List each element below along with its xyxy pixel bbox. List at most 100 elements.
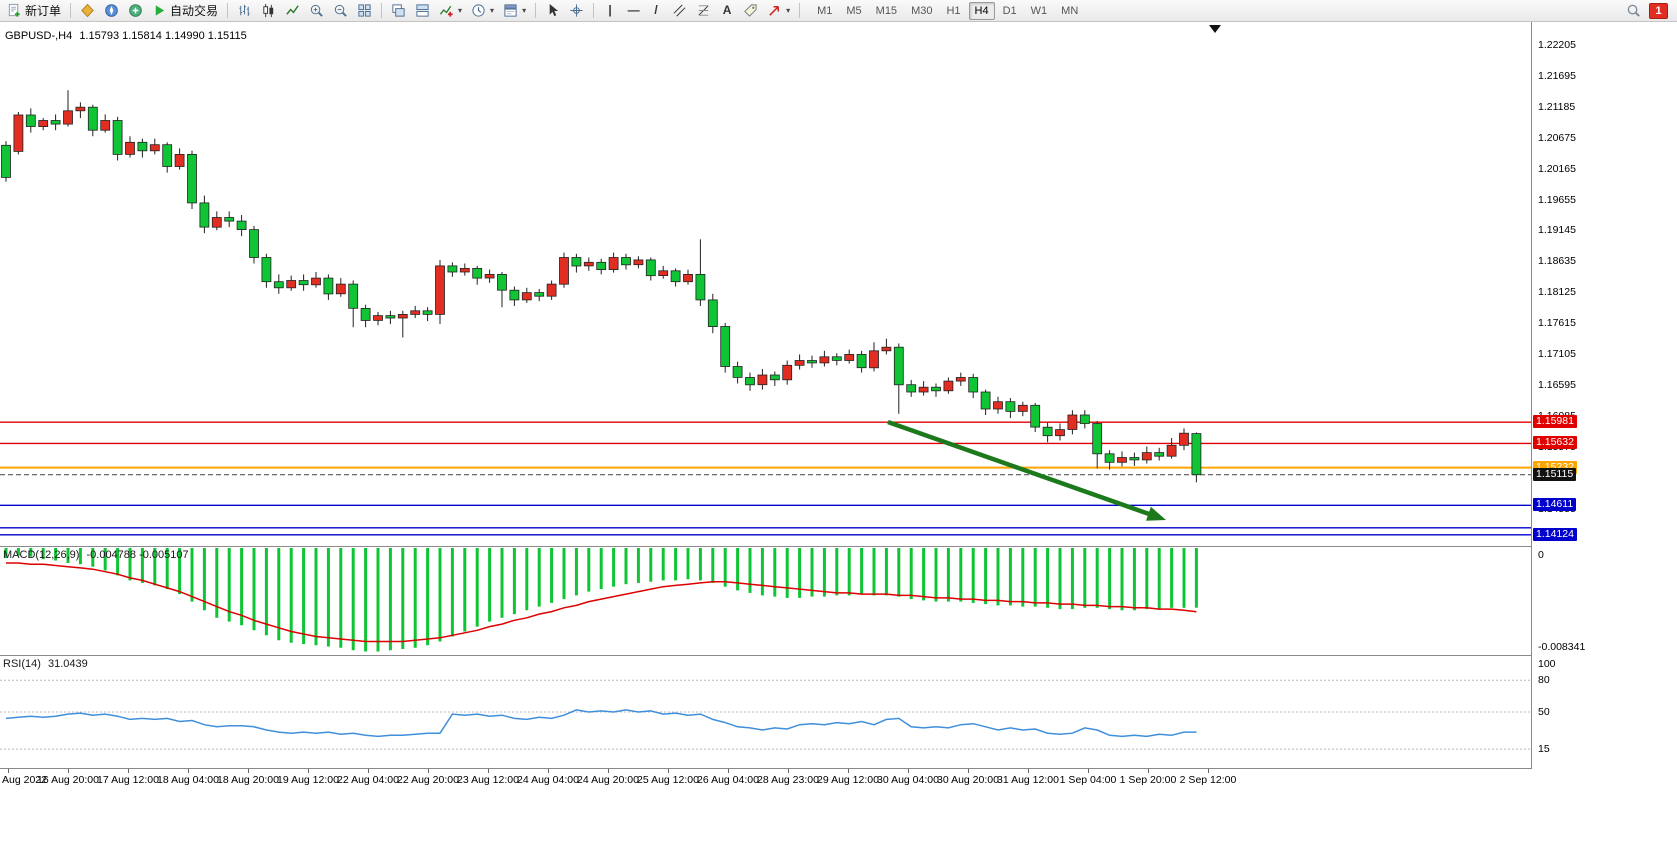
timeframe-mn-button[interactable]: MN [1055, 2, 1084, 20]
timeframe-m15-button[interactable]: M15 [870, 2, 903, 20]
time-axis[interactable]: Aug 2022 16 Aug 20:00 17 Aug 12:00 18 Aug 0… [0, 769, 1677, 791]
candle-body [918, 386, 929, 393]
trend-arrow[interactable] [887, 419, 1156, 519]
crosshair-button[interactable] [565, 1, 588, 20]
candle-body [1079, 414, 1090, 424]
search-button[interactable] [1622, 1, 1645, 20]
cursor-icon [545, 3, 560, 18]
cascade-windows-icon [391, 3, 406, 18]
time-axis-tick [968, 769, 969, 773]
market-watch-icon [80, 3, 95, 18]
price-axis-tick: 1.20675 [1538, 131, 1576, 144]
terminal-button[interactable] [124, 1, 147, 20]
candle-body [162, 144, 173, 167]
rsi-panel[interactable]: RSI(14) 31.0439 [0, 656, 1531, 768]
text-tool-icon: A [722, 3, 732, 17]
macd-indicator-chart[interactable] [0, 547, 1531, 655]
fibonacci-icon [696, 3, 711, 18]
time-axis-tick [908, 769, 909, 773]
candle-body [335, 283, 346, 295]
candle-body [187, 153, 197, 204]
chevron-down-icon: ▾ [522, 5, 527, 15]
timeframe-m30-button[interactable]: M30 [905, 2, 938, 20]
timeframe-w1-button[interactable]: W1 [1025, 2, 1054, 20]
navigator-button[interactable] [100, 1, 123, 20]
tile-windows-button[interactable] [353, 1, 376, 20]
bar-chart-button[interactable] [233, 1, 256, 20]
price-axis[interactable]: 1.22205 1.21695 1.21185 1.20675 1.20165 1.196… [1531, 22, 1677, 769]
time-axis-tick [68, 769, 69, 773]
vertical-line-tool-button[interactable]: | [599, 1, 621, 20]
tile-windows-icon [357, 3, 372, 18]
rsi-indicator-chart[interactable] [0, 656, 1531, 768]
candle-body [931, 386, 941, 392]
candle-body [472, 267, 483, 279]
timeframe-d1-button[interactable]: D1 [997, 2, 1023, 20]
price-axis-tick: 1.19145 [1538, 224, 1576, 237]
arrange-windows-button[interactable] [411, 1, 434, 20]
price-axis-tick: 1.16595 [1538, 379, 1576, 392]
candle-body [1166, 444, 1177, 457]
candle-body [534, 292, 545, 297]
cascade-windows-button[interactable] [387, 1, 410, 20]
time-axis-label: 22 Aug 20:00 [397, 774, 459, 786]
line-chart-button[interactable] [281, 1, 304, 20]
time-axis-label: 19 Aug 12:00 [277, 774, 339, 786]
channel-tool-button[interactable] [668, 1, 691, 20]
time-axis-tick [8, 769, 9, 773]
macd-name: MACD(12,26,9) [3, 549, 80, 561]
horizontal-line-tool-button[interactable]: — [622, 1, 644, 20]
candle-body [1030, 404, 1041, 428]
fibonacci-tool-button[interactable] [692, 1, 715, 20]
timeframe-m1-button[interactable]: M1 [811, 2, 838, 20]
navigator-icon [104, 3, 119, 18]
channel-icon [672, 3, 687, 18]
new-order-button[interactable]: 新订单 [3, 1, 65, 20]
autotrading-button[interactable]: 自动交易 [148, 1, 222, 20]
candle-body [38, 120, 49, 127]
time-axis-label: 18 Aug 20:00 [217, 774, 279, 786]
panel-separator[interactable] [0, 655, 1677, 656]
candle-body [435, 265, 445, 315]
price-axis-tick: 1.21695 [1538, 69, 1576, 82]
indicators-button[interactable]: ▾ [435, 1, 466, 20]
price-chart-panel[interactable]: GBPUSD-,H4 1.15793 1.15814 1.14990 1.151… [0, 22, 1531, 546]
timeframe-h1-button[interactable]: H1 [940, 2, 966, 20]
toolbar-right-group: 1 [1622, 1, 1674, 20]
candle-body [385, 315, 396, 319]
rsi-axis-tick: 50 [1538, 706, 1550, 718]
zoom-out-button[interactable] [329, 1, 352, 20]
market-watch-button[interactable] [76, 1, 99, 20]
notification-badge[interactable]: 1 [1649, 2, 1668, 19]
text-tool-button[interactable]: A [716, 1, 738, 20]
templates-button[interactable]: ▾ [499, 1, 530, 20]
panel-separator[interactable] [0, 546, 1677, 547]
zoom-in-button[interactable] [305, 1, 328, 20]
timeframe-m5-button[interactable]: M5 [840, 2, 867, 20]
candle-body [1141, 452, 1152, 461]
panel-separator[interactable] [0, 768, 1677, 769]
candle-body [323, 277, 334, 295]
periods-button[interactable]: ▾ [467, 1, 498, 20]
candle-body [1154, 452, 1165, 457]
candle-body [1129, 457, 1140, 461]
candle-body [422, 310, 433, 315]
trendline-tool-button[interactable]: / [645, 1, 667, 20]
cursor-button[interactable] [541, 1, 564, 20]
candlestick-chart[interactable] [0, 22, 1531, 546]
candle-body [298, 280, 309, 286]
candlestick-chart-button[interactable] [257, 1, 280, 20]
time-axis-tick [1088, 769, 1089, 773]
label-tool-button[interactable] [739, 1, 762, 20]
candle-body [1191, 433, 1202, 476]
time-axis-tick [1148, 769, 1149, 773]
macd-panel[interactable]: MACD(12,26,9) -0.004788 -0.005107 [0, 547, 1531, 655]
candle-body [1, 144, 11, 178]
time-axis-label: 1 Sep 04:00 [1059, 774, 1117, 786]
time-axis-tick [488, 769, 489, 773]
timeframe-h4-button[interactable]: H4 [968, 1, 995, 20]
chart-shift-marker [1209, 25, 1221, 33]
candle-body [1092, 423, 1103, 455]
candle-body [844, 353, 855, 361]
arrows-tool-button[interactable]: ▾ [763, 1, 794, 20]
